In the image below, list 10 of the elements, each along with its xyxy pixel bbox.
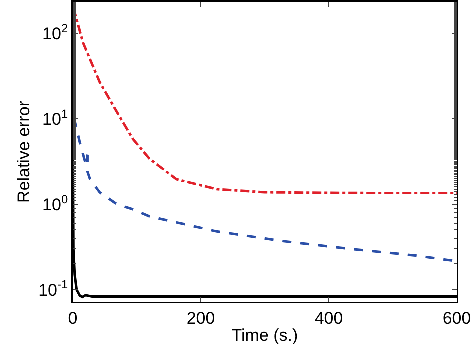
x-tick-label: 200 <box>186 308 216 328</box>
x-tick-label: 600 <box>442 308 472 328</box>
x-tick-label: 0 <box>68 308 78 328</box>
y-tick-label: 10$^{2}$ <box>42 21 68 44</box>
y-axis-title: Relative error <box>14 100 34 204</box>
y-tick-label: 10$^{-1}$ <box>38 278 68 300</box>
y-tick-label: 10$^{1}$ <box>42 106 68 130</box>
y-tick-label: 10$^{0}$ <box>42 192 68 214</box>
x-axis-title: Time (s.) <box>232 326 298 346</box>
x-tick-label: 400 <box>314 308 344 328</box>
